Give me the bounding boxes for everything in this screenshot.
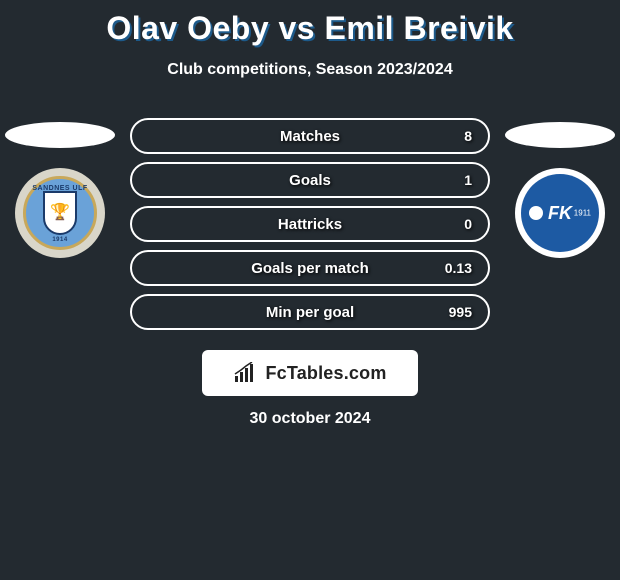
stat-label: Hattricks (278, 216, 342, 233)
right-player-column: FK 1911 (500, 122, 620, 258)
brand-text: FcTables.com (265, 363, 386, 384)
stat-right-value: 0 (464, 216, 472, 232)
stat-label: Goals per match (251, 260, 369, 277)
stat-right-value: 0.13 (445, 260, 472, 276)
stat-row-gpm: Goals per match 0.13 (130, 250, 490, 286)
badge-left-text-bottom: 1914 (52, 237, 67, 243)
subtitle: Club competitions, Season 2023/2024 (0, 61, 620, 79)
branding-box: FcTables.com (202, 350, 418, 396)
ball-icon (529, 206, 543, 220)
stat-row-goals: Goals 1 (130, 162, 490, 198)
trophy-icon: 🏆 (50, 205, 70, 221)
right-club-badge: FK 1911 (515, 168, 605, 258)
stats-container: Matches 8 Goals 1 Hattricks 0 Goals per … (130, 118, 490, 330)
right-kit-placeholder (505, 122, 615, 148)
page-title: Olav Oeby vs Emil Breivik (0, 0, 620, 47)
badge-right-letters: FK (548, 203, 572, 224)
stat-label: Matches (280, 128, 340, 145)
badge-left-text-top: SANDNES ULF (32, 185, 87, 192)
left-club-badge: SANDNES ULF 🏆 1914 (15, 168, 105, 258)
stat-row-matches: Matches 8 (130, 118, 490, 154)
badge-right-year: 1911 (574, 209, 591, 218)
stat-row-mpg: Min per goal 995 (130, 294, 490, 330)
stat-label: Goals (289, 172, 331, 189)
stat-label: Min per goal (266, 304, 354, 321)
date-label: 30 october 2024 (250, 410, 371, 428)
stat-right-value: 8 (464, 128, 472, 144)
stat-row-hattricks: Hattricks 0 (130, 206, 490, 242)
stat-right-value: 1 (464, 172, 472, 188)
chart-icon (233, 362, 259, 384)
stat-right-value: 995 (449, 304, 472, 320)
left-player-column: SANDNES ULF 🏆 1914 (0, 122, 120, 258)
left-kit-placeholder (5, 122, 115, 148)
